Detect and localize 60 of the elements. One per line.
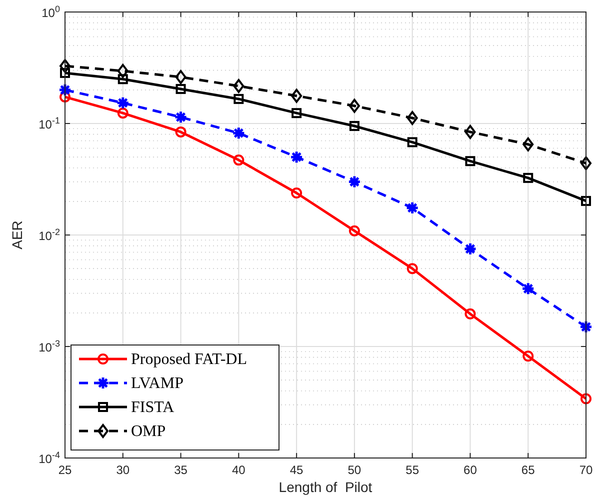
x-tick-label: 40 bbox=[232, 463, 246, 477]
point bbox=[174, 110, 188, 124]
point bbox=[233, 154, 244, 166]
x-axis-title: Length of Pilot bbox=[278, 479, 372, 495]
y-tick-label: 10$^{0}$ bbox=[42, 4, 60, 20]
point bbox=[118, 74, 128, 84]
point bbox=[117, 108, 128, 119]
point bbox=[579, 320, 593, 334]
x-tick-label: 35 bbox=[174, 463, 188, 477]
point bbox=[348, 175, 362, 189]
point bbox=[176, 84, 186, 94]
point bbox=[292, 108, 302, 118]
point bbox=[117, 64, 128, 78]
legend-label: OMP bbox=[131, 423, 166, 440]
x-tick-label: 50 bbox=[348, 463, 362, 477]
x-tick-label: 30 bbox=[116, 463, 130, 477]
y-tick-label: 10$^{-1}$ bbox=[38, 116, 60, 132]
x-tick-label: 70 bbox=[579, 463, 593, 477]
legend-label: FISTA bbox=[131, 399, 175, 416]
point bbox=[465, 156, 476, 166]
point bbox=[521, 282, 535, 296]
y-axis-title: AER bbox=[9, 220, 25, 250]
point bbox=[291, 188, 302, 199]
point bbox=[349, 120, 360, 131]
point bbox=[60, 68, 70, 78]
point bbox=[406, 111, 418, 126]
point bbox=[406, 201, 420, 215]
y-tick-label: 10$^{-2}$ bbox=[38, 227, 60, 243]
point bbox=[291, 88, 302, 103]
x-tick-label: 55 bbox=[406, 463, 420, 477]
legend-label: Proposed FAT-DL bbox=[131, 351, 248, 368]
point bbox=[523, 172, 534, 183]
point bbox=[290, 150, 304, 164]
x-tick-label: 60 bbox=[464, 463, 478, 477]
point bbox=[175, 126, 186, 138]
point bbox=[348, 225, 360, 236]
y-tick-label: 10$^{-3}$ bbox=[38, 338, 60, 354]
point bbox=[60, 58, 70, 73]
point bbox=[406, 263, 418, 274]
point bbox=[522, 350, 534, 362]
point bbox=[463, 242, 477, 256]
point bbox=[407, 137, 418, 148]
point bbox=[233, 78, 244, 93]
point bbox=[234, 94, 244, 104]
point bbox=[580, 393, 592, 404]
point bbox=[581, 196, 591, 206]
x-tick-label: 65 bbox=[521, 463, 536, 477]
x-tick-label: 45 bbox=[290, 463, 304, 477]
point bbox=[58, 83, 72, 97]
y-tick-label: 10$^{-4}$ bbox=[38, 450, 60, 466]
legend-label: LVAMP bbox=[131, 375, 184, 392]
point bbox=[116, 96, 130, 110]
point bbox=[232, 126, 246, 140]
point bbox=[522, 137, 534, 152]
point bbox=[464, 124, 476, 139]
x-tick-label: 25 bbox=[58, 463, 72, 477]
point bbox=[464, 308, 476, 320]
point bbox=[580, 156, 592, 170]
point bbox=[175, 70, 186, 84]
point bbox=[348, 98, 360, 113]
